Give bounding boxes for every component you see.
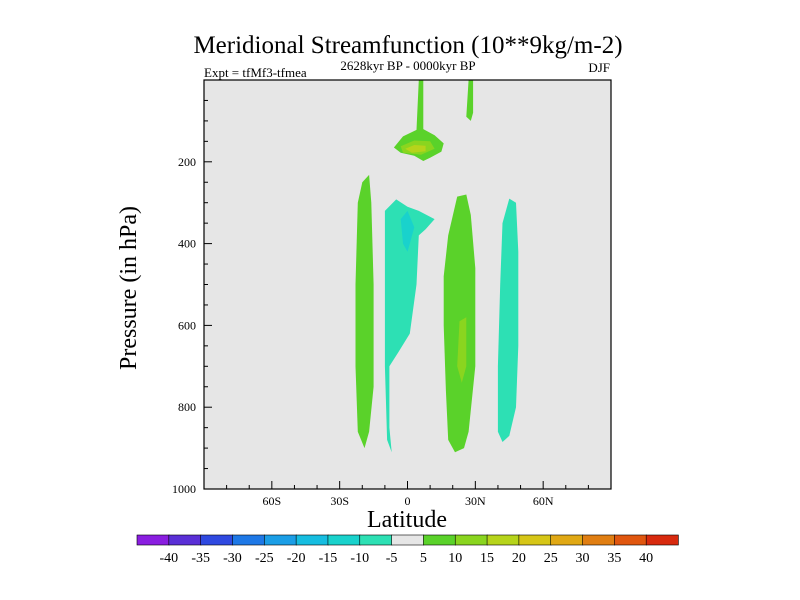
y-tick-label: 1000 <box>172 482 196 496</box>
colorbar-label: -20 <box>287 551 306 566</box>
colorbar-swatch <box>200 534 234 546</box>
x-tick-label: 60N <box>533 494 554 508</box>
colorbar-swatch <box>391 534 425 546</box>
x-tick-label: 30N <box>465 494 486 508</box>
colorbar-swatch <box>168 534 202 546</box>
colorbar-swatch <box>423 534 456 546</box>
colorbar-label: 20 <box>512 551 526 566</box>
contour-region-2 <box>405 145 426 153</box>
colorbar-label: 35 <box>607 551 621 566</box>
contour-regions <box>355 80 519 453</box>
colorbar-label: 30 <box>576 551 590 566</box>
contour-region-3 <box>466 80 474 121</box>
colorbar-label: -35 <box>191 551 210 566</box>
y-tick-label: 400 <box>178 237 196 251</box>
colorbar-label: -30 <box>223 551 242 566</box>
contour-region-4 <box>355 174 374 449</box>
colorbar: -40 -35 -30 -25 -20 -15 -10 -5 5 10 15 20 25 30 35 40 <box>136 534 679 566</box>
colorbar-label: 10 <box>448 551 462 566</box>
contour-region-5 <box>384 199 435 453</box>
y-tick-label: 600 <box>178 318 196 332</box>
colorbar-swatch <box>614 534 647 546</box>
colorbar-swatch <box>295 534 329 546</box>
colorbar-swatch <box>454 534 488 546</box>
season-label: DJF <box>588 60 610 75</box>
colorbar-label: 5 <box>420 551 427 566</box>
contour-region-8 <box>457 317 467 383</box>
x-axis: 60S 30S 0 30N 60N <box>226 481 589 508</box>
colorbar-swatch <box>582 534 616 546</box>
colorbar-swatch <box>359 534 393 546</box>
contour-region-9 <box>497 198 519 442</box>
x-axis-title: Latitude <box>367 507 447 533</box>
colorbar-label: 25 <box>544 551 558 566</box>
x-tick-label: 0 <box>405 494 411 508</box>
colorbar-label: -10 <box>350 551 369 566</box>
experiment-label: Expt = tfMf3-tfmea <box>204 65 307 80</box>
y-axis: 200 400 600 800 1000 <box>172 99 212 496</box>
colorbar-swatch <box>486 534 520 546</box>
colorbar-label: -40 <box>159 551 178 566</box>
y-tick-label: 200 <box>178 155 196 169</box>
colorbar-label: -15 <box>319 551 338 566</box>
x-tick-label: 60S <box>262 494 281 508</box>
y-axis-title: Pressure (in hPa) <box>116 206 142 370</box>
colorbar-label: -25 <box>255 551 274 566</box>
colorbar-swatch <box>550 534 584 546</box>
colorbar-swatch <box>518 534 552 546</box>
time-range-label: 2628kyr BP - 0000kyr BP <box>340 58 475 73</box>
colorbar-label: 15 <box>480 551 494 566</box>
colorbar-label: -5 <box>386 551 398 566</box>
x-tick-label: 30S <box>330 494 349 508</box>
plot-area: 60S 30S 0 30N 60N 200 400 600 800 1000 <box>172 79 612 508</box>
colorbar-swatch <box>232 534 265 546</box>
colorbar-label: 40 <box>639 551 653 566</box>
colorbar-swatch <box>645 534 679 546</box>
contour-region-6 <box>400 210 415 252</box>
y-tick-label: 800 <box>178 400 196 414</box>
chart-title: Meridional Streamfunction (10**9kg/m-2) <box>193 32 622 59</box>
colorbar-swatch <box>263 534 297 546</box>
colorbar-swatch <box>136 534 170 546</box>
contour-region-0 <box>393 80 444 161</box>
colorbar-swatch <box>327 534 361 546</box>
